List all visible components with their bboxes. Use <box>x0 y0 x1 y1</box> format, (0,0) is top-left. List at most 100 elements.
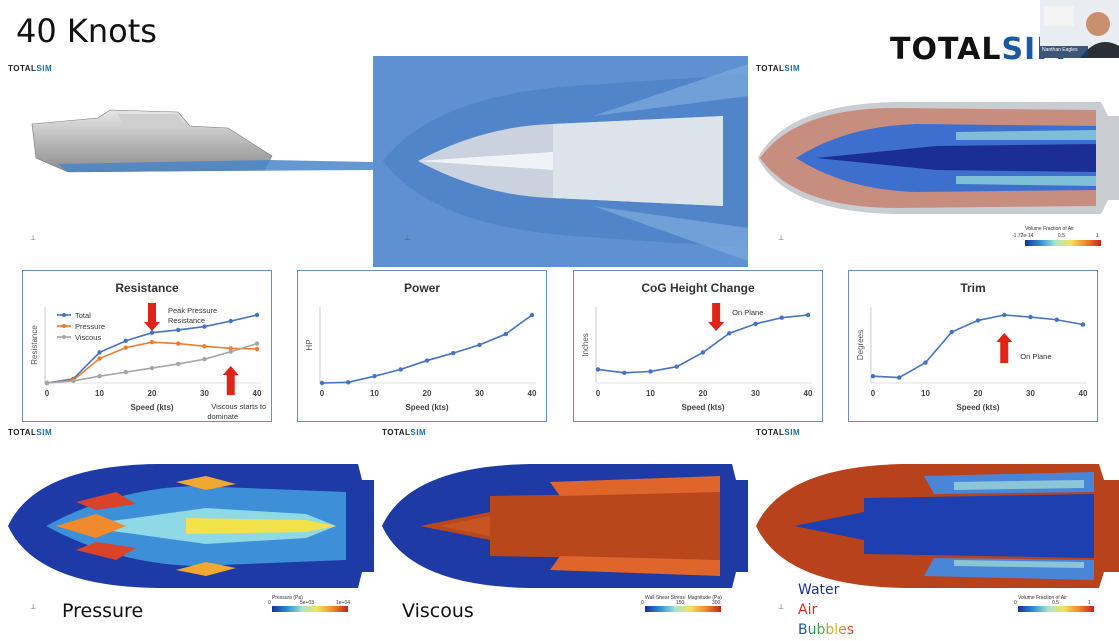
annotation-text: On Plane <box>1020 352 1051 361</box>
colorbar-max: 300 <box>712 600 721 606</box>
free-surface-view <box>373 56 748 267</box>
y-axis-label: HP <box>305 339 314 350</box>
data-point <box>97 374 102 379</box>
colorbar-mid: 5e+03 <box>300 600 315 606</box>
x-tick-label: 40 <box>1079 389 1088 398</box>
axes-triad-icon: ⊥ <box>778 604 785 611</box>
data-point <box>870 374 876 379</box>
annotation-text: Viscous starts to <box>211 402 266 411</box>
data-point <box>1028 314 1033 320</box>
data-point <box>949 329 954 335</box>
data-point <box>202 324 207 329</box>
x-tick-label: 0 <box>596 389 601 398</box>
series-line-pressure <box>46 341 258 384</box>
annotation-text: Resistance <box>168 316 205 325</box>
cog-height-chart: CoG Height Change Inches 0 10 20 30 40 Speed (… <box>573 270 823 422</box>
pressure-label: Pressure <box>62 600 144 622</box>
air-label: Air <box>798 602 818 618</box>
data-point <box>254 346 260 352</box>
viscous-contour-view <box>380 462 750 590</box>
data-point <box>779 315 784 320</box>
x-tick-label: 30 <box>751 389 760 398</box>
presenter-image <box>1040 0 1119 58</box>
data-point <box>319 380 325 386</box>
axes-triad-icon: ⊥ <box>30 235 37 242</box>
x-tick-label: 20 <box>148 389 157 398</box>
data-point <box>753 321 758 327</box>
data-point <box>897 375 902 380</box>
data-point <box>674 364 679 369</box>
x-tick-label: 20 <box>423 389 432 398</box>
annotation-arrow-up <box>222 366 239 395</box>
data-point <box>1002 312 1007 318</box>
small-logo-1: TOTALSIM <box>8 64 53 73</box>
chart-title: Trim <box>960 281 986 295</box>
data-point <box>1054 317 1059 322</box>
colorbar-min: 0 <box>1014 600 1017 606</box>
legend-label: Pressure <box>75 322 105 331</box>
annotation-text: Peak Pressure <box>168 306 217 315</box>
colorbar-title: Volume Fraction of Air <box>1018 595 1067 601</box>
annotation-arrow-down <box>708 303 725 331</box>
colorbar-max: 1e+04 <box>336 600 351 606</box>
x-tick-label: 10 <box>370 389 379 398</box>
x-tick-label: 20 <box>699 389 708 398</box>
data-point <box>529 312 535 318</box>
x-axis-label: Speed (kts) <box>130 403 173 412</box>
x-tick-label: 30 <box>1026 389 1035 398</box>
data-point <box>149 365 155 371</box>
power-chart: Power HP 0 10 20 30 40 Speed (kts) <box>297 270 547 422</box>
data-point <box>622 370 627 375</box>
data-point <box>1080 322 1086 327</box>
data-point <box>44 380 50 386</box>
data-point <box>149 330 155 335</box>
air-fraction-view <box>754 462 1119 590</box>
data-point <box>595 367 601 372</box>
x-tick-label: 10 <box>95 389 104 398</box>
axes-triad-icon: ⊥ <box>30 604 37 611</box>
data-point <box>648 369 653 374</box>
data-point <box>372 374 377 379</box>
data-point <box>477 342 482 348</box>
small-logo-5: TOTALSIM <box>382 428 427 437</box>
y-axis-label: Resistance <box>30 325 39 365</box>
colorbar-bubbles <box>1018 606 1094 612</box>
chart-title: Resistance <box>115 281 179 295</box>
colorbar-mid: 0.5 <box>1052 600 1059 606</box>
logo-prefix: TOTAL <box>890 32 1002 67</box>
data-point <box>176 341 181 346</box>
data-point <box>228 349 233 354</box>
y-axis-label: Degrees <box>856 330 865 360</box>
annotation-text: On Plane <box>732 308 763 317</box>
colorbar-min: 0 <box>641 600 644 606</box>
colorbar-pressure <box>272 606 348 612</box>
data-point <box>727 331 732 336</box>
data-point <box>123 338 128 344</box>
colorbar-max: 1 <box>1096 233 1099 239</box>
axes-triad-icon: ⊥ <box>778 235 785 242</box>
series-line-main <box>872 314 1084 379</box>
colorbar-min: 0 <box>268 600 271 606</box>
slide-title: 40 Knots <box>16 12 157 50</box>
x-tick-label: 10 <box>921 389 930 398</box>
x-axis-label: Speed (kts) <box>681 403 724 412</box>
colorbar-max: 1 <box>1088 600 1091 606</box>
colorbar-title: Volume Fraction of Air <box>1025 226 1074 232</box>
viscous-label: Viscous <box>402 600 474 622</box>
y-axis-label: Inches <box>581 333 590 357</box>
x-tick-label: 10 <box>646 389 655 398</box>
data-point <box>97 356 102 361</box>
data-point <box>71 378 76 384</box>
colorbar-air-top <box>1025 240 1101 246</box>
legend-label: Total <box>75 311 91 320</box>
data-point <box>451 350 456 356</box>
data-point <box>398 367 403 372</box>
series-line-main <box>321 314 533 384</box>
data-point <box>228 318 233 324</box>
legend-label: Viscous <box>75 333 101 342</box>
data-point <box>202 357 207 362</box>
small-logo-4: TOTALSIM <box>8 428 53 437</box>
data-point <box>700 350 706 355</box>
streamline-view <box>756 96 1119 226</box>
data-point <box>123 345 128 350</box>
